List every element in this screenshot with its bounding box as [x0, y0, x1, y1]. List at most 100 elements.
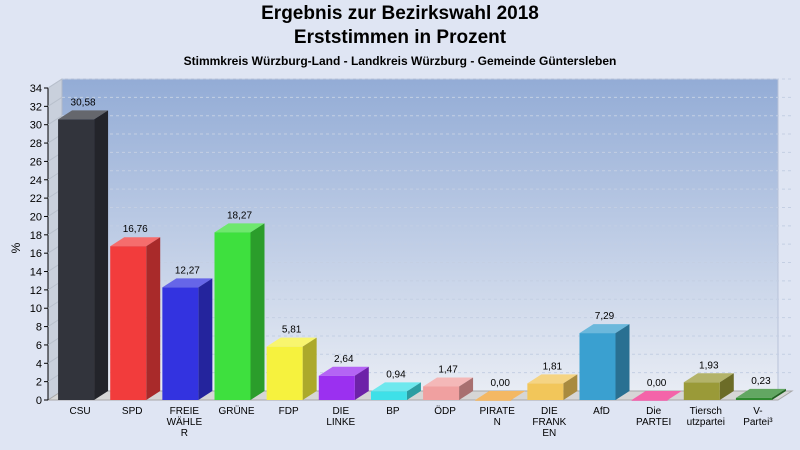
- bar-front: [162, 287, 199, 400]
- bar-side: [719, 373, 734, 400]
- y-tick-label: 32: [30, 101, 42, 113]
- bar-freiewähler: 12,27: [162, 265, 213, 400]
- bar-afd: 7,29: [579, 311, 630, 400]
- value-label: 0,94: [386, 369, 406, 380]
- x-tick-label: FDP: [279, 406, 299, 417]
- bar-front: [527, 383, 564, 400]
- y-tick-label: 2: [36, 377, 42, 389]
- value-label: 0,23: [751, 376, 771, 387]
- y-tick-label: 28: [30, 138, 42, 150]
- bar-top: [475, 391, 526, 400]
- y-tick-label: 8: [36, 322, 42, 334]
- value-label: 12,27: [175, 265, 200, 276]
- y-tick-label: 20: [30, 211, 42, 223]
- grid-line: [47, 115, 63, 126]
- bar-front: [318, 375, 355, 400]
- bar-top: [579, 324, 630, 334]
- floor: [46, 390, 794, 401]
- bar-top: [527, 374, 578, 384]
- bar-tierschutzpartei: 1,93: [683, 360, 734, 400]
- y-axis-label: %: [9, 242, 23, 253]
- bar-diepartei: 0,00: [631, 378, 682, 401]
- value-label: 16,76: [123, 224, 148, 235]
- value-label: 1,47: [438, 365, 458, 376]
- y-tick-label: 24: [30, 175, 42, 187]
- bar-front: [683, 382, 720, 400]
- y-tick-label: 12: [30, 285, 42, 297]
- x-tick-label: DIE LINKE: [326, 406, 355, 428]
- value-label: 7,29: [595, 311, 615, 322]
- y-tick-label: 18: [30, 230, 42, 242]
- bar-side: [146, 237, 161, 400]
- y-tick-label: 6: [36, 340, 42, 352]
- chart-subtitle: Erststimmen in Prozent: [293, 27, 507, 48]
- chart-title: Ergebnis zur Bezirkswahl 2018: [261, 3, 539, 24]
- bar-top: [423, 377, 474, 387]
- value-label: 2,64: [334, 354, 354, 365]
- bar-side: [406, 382, 421, 400]
- grid-line: [47, 96, 63, 107]
- bar-bp: 0,94: [370, 369, 421, 400]
- value-label: 5,81: [282, 325, 302, 336]
- y-tick-label: 34: [30, 83, 42, 95]
- bar-piraten: 0,00: [475, 378, 526, 401]
- x-tick-label: ÖDP: [434, 405, 456, 417]
- bar-top: [162, 278, 213, 288]
- value-label: 1,93: [699, 360, 719, 371]
- bar-front: [370, 391, 407, 400]
- bar-top: [318, 366, 369, 376]
- bar-top: [631, 391, 682, 400]
- bar-front: [579, 333, 616, 400]
- value-label: 30,58: [71, 97, 96, 108]
- bar-side: [94, 110, 109, 400]
- y-tick-label: 22: [30, 193, 42, 205]
- bar-ödp: 1,47: [423, 365, 474, 400]
- x-tick-label: SPD: [122, 406, 143, 417]
- bar-side: [302, 337, 317, 400]
- grid-line: [47, 78, 63, 89]
- bar-top: [266, 337, 317, 347]
- bar-csu: 30,58: [58, 97, 109, 400]
- bar-front: [475, 400, 512, 401]
- bar-side: [198, 278, 213, 400]
- bar-side: [563, 374, 578, 400]
- bar-side: [615, 324, 630, 400]
- bar-top: [683, 373, 734, 383]
- x-tick-label: FREIE WÄHLE R: [167, 406, 203, 439]
- bar-side: [771, 388, 786, 400]
- y-tick-label: 26: [30, 156, 42, 168]
- x-tick-label: Tiersch utzpartei: [687, 406, 725, 428]
- bar-front: [214, 232, 251, 400]
- bar-diefranken: 1,81: [527, 361, 578, 400]
- bar-side: [250, 223, 265, 400]
- y-tick-label: 30: [30, 120, 42, 132]
- bar-top: [110, 237, 161, 247]
- y-tick-label: 0: [36, 395, 42, 407]
- x-tick-label: DIE FRANK EN: [532, 406, 566, 439]
- bar-front: [423, 386, 460, 400]
- x-tick-label: CSU: [70, 406, 91, 417]
- bar-front: [735, 397, 772, 400]
- chart-region-subtitle: Stimmkreis Würzburg-Land - Landkreis Wür…: [183, 54, 617, 68]
- bar-top: [370, 382, 421, 392]
- bar-top: [214, 223, 265, 233]
- y-tick-label: 4: [36, 358, 42, 370]
- bar-top: [735, 388, 786, 398]
- bar-front: [266, 346, 303, 400]
- bar-fdp: 5,81: [266, 325, 317, 400]
- bar-v-partei³: 0,23: [735, 376, 786, 400]
- bars: 30,58 16,76 12,27 18,27 5,81 2,64 0,94 1,47 0,00…: [58, 97, 786, 401]
- bar-front: [58, 119, 95, 400]
- y-tick-label: 14: [30, 267, 42, 279]
- bar-spd: 16,76: [110, 224, 161, 400]
- x-axis: CSU SPD FREIE WÄHLE R GRÜNE FDP DIE LINKE BP ÖDP PI…: [70, 405, 774, 439]
- x-tick-label: PIRATE N: [480, 406, 516, 428]
- x-tick-label: BP: [386, 406, 400, 417]
- value-label: 1,81: [543, 361, 563, 372]
- bar-front: [631, 400, 668, 401]
- x-tick-label: GRÜNE: [218, 405, 254, 417]
- bar-side: [459, 377, 474, 400]
- bar-top: [58, 110, 109, 120]
- value-label: 0,00: [490, 378, 510, 389]
